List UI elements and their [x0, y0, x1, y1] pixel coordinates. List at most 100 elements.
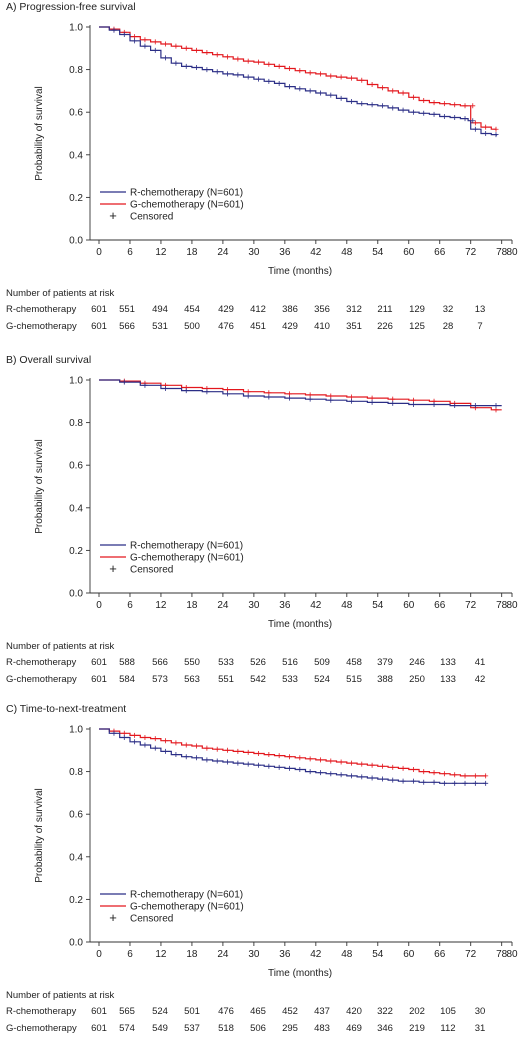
censor-mark	[286, 765, 292, 771]
y-tick-label: 0.4	[69, 150, 83, 161]
legend-censored-label: Censored	[130, 212, 173, 223]
censor-mark	[173, 740, 179, 746]
at-risk-value: 379	[377, 657, 393, 668]
censor-mark	[142, 735, 148, 741]
x-tick-label: 78	[496, 600, 508, 611]
censor-mark	[132, 38, 138, 44]
x-tick-label: 6	[127, 247, 133, 258]
y-tick-label: 0.6	[69, 108, 83, 119]
censor-mark	[452, 403, 458, 409]
censor-mark	[194, 755, 200, 761]
at-risk-value: 246	[409, 657, 425, 668]
censor-mark	[421, 769, 427, 775]
y-tick-label: 0.2	[69, 546, 83, 557]
censor-mark	[390, 396, 396, 402]
x-tick-label: 72	[465, 949, 477, 960]
censor-mark	[235, 56, 241, 62]
x-axis-label: Time (months)	[268, 266, 332, 277]
at-risk-value: 30	[475, 1006, 486, 1017]
censor-mark	[390, 777, 396, 783]
at-risk-value: 524	[314, 674, 330, 685]
censor-mark	[183, 388, 189, 394]
at-risk-value: 531	[152, 321, 168, 332]
y-tick-label: 0.4	[69, 503, 83, 514]
censor-mark	[348, 394, 354, 400]
x-tick-label: 80	[506, 949, 518, 960]
censor-mark	[441, 113, 447, 119]
at-risk-value: 429	[218, 304, 234, 315]
at-risk-value: 219	[409, 1023, 425, 1034]
at-risk-value: 133	[440, 657, 456, 668]
panel-title: C) Time-to-next-treatment	[6, 703, 126, 715]
censor-mark	[348, 760, 354, 766]
censor-mark	[431, 100, 437, 106]
censor-mark	[256, 762, 262, 768]
censor-mark	[452, 772, 458, 778]
censor-mark	[452, 115, 458, 121]
censor-mark	[338, 74, 344, 80]
censor-mark	[390, 400, 396, 406]
censor-mark	[266, 390, 272, 396]
x-tick-label: 72	[465, 600, 477, 611]
censor-mark	[328, 92, 334, 98]
censor-mark	[338, 759, 344, 765]
x-tick-label: 42	[310, 600, 322, 611]
censor-mark	[400, 765, 406, 771]
censor-mark	[121, 31, 127, 37]
at-risk-value: 211	[377, 304, 392, 315]
x-tick-label: 42	[310, 949, 322, 960]
censor-mark	[452, 780, 458, 786]
censor-mark	[225, 54, 231, 60]
censor-mark	[204, 50, 210, 56]
censor-mark	[441, 771, 447, 777]
y-tick-label: 0.0	[69, 236, 83, 247]
at-risk-value: 351	[346, 321, 362, 332]
censor-mark	[266, 763, 272, 769]
at-risk-value: 476	[218, 321, 234, 332]
censor-mark	[462, 103, 468, 109]
series-line-g	[99, 379, 502, 411]
censor-mark	[348, 99, 354, 105]
censor-mark	[348, 398, 354, 404]
censor-mark	[328, 758, 334, 764]
censor-mark	[328, 393, 334, 399]
censor-mark	[328, 73, 334, 79]
censor-mark	[163, 386, 169, 392]
censor-mark	[297, 755, 303, 761]
censor-mark	[183, 63, 189, 69]
at-risk-value: 550	[184, 657, 200, 668]
at-risk-value: 565	[119, 1006, 135, 1017]
y-tick-label: 1.0	[69, 23, 83, 34]
censor-mark	[493, 126, 499, 132]
at-risk-value: 454	[184, 304, 200, 315]
at-risk-value: 500	[184, 321, 200, 332]
at-risk-value: 295	[282, 1023, 298, 1034]
censor-mark	[276, 80, 282, 86]
at-risk-value: 32	[443, 304, 454, 315]
censor-mark	[225, 747, 231, 753]
censor-mark	[328, 397, 334, 403]
censor-mark	[328, 771, 334, 777]
censor-mark	[369, 775, 375, 781]
censor-mark	[317, 770, 323, 776]
x-tick-label: 30	[248, 600, 260, 611]
at-risk-value: 526	[250, 657, 266, 668]
x-tick-label: 36	[279, 600, 291, 611]
censor-mark	[225, 387, 231, 393]
x-tick-label: 54	[372, 600, 384, 611]
censor-mark	[214, 52, 220, 58]
censor-mark	[286, 391, 292, 397]
at-risk-value: 42	[475, 674, 486, 685]
censor-mark	[235, 748, 241, 754]
x-tick-label: 6	[127, 600, 133, 611]
censor-mark	[121, 735, 127, 741]
x-tick-label: 80	[506, 247, 518, 258]
at-risk-value: 516	[282, 657, 298, 668]
y-tick-label: 0.8	[69, 767, 83, 778]
y-axis-label: Probability of survival	[34, 86, 45, 180]
y-tick-label: 0.6	[69, 810, 83, 821]
censor-mark	[369, 102, 375, 108]
censor-mark	[173, 43, 179, 49]
